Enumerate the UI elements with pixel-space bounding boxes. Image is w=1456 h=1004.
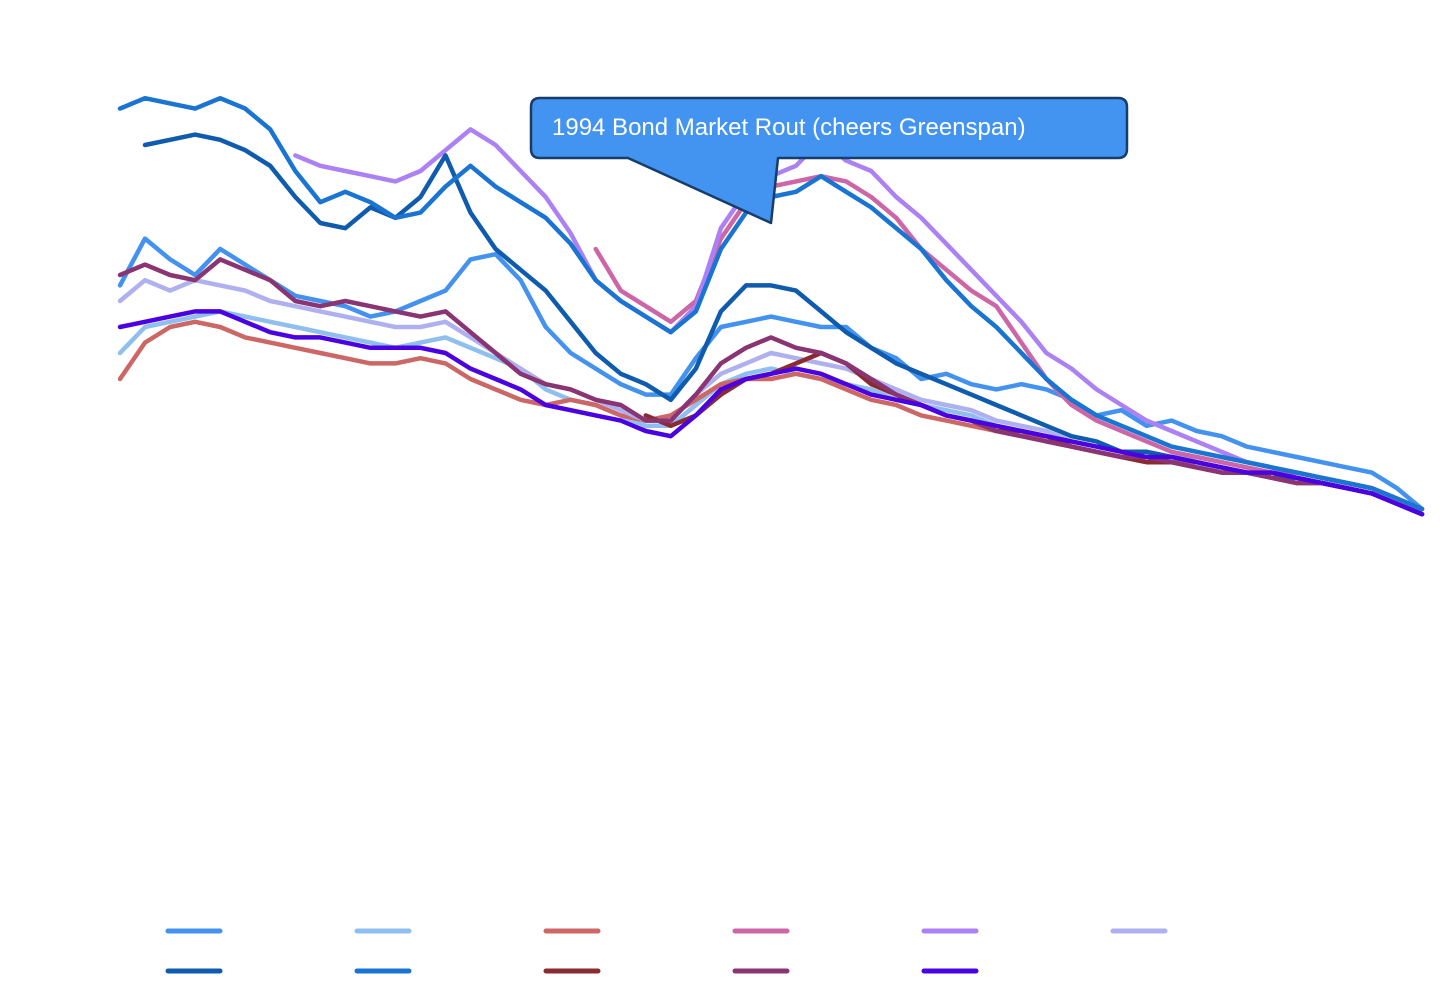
series-layer <box>117 95 1425 517</box>
annotation-text: 1994 Bond Market Rout (cheers Greenspan) <box>552 114 1026 141</box>
annotation-bubble <box>529 96 1129 225</box>
series-line-11 <box>117 309 1425 517</box>
series-line-4 <box>593 173 1425 512</box>
series-line-10 <box>117 257 1425 517</box>
annotation-callout: 1994 Bond Market Rout (cheers Greenspan) <box>529 96 1129 225</box>
legend <box>165 928 1168 974</box>
series-line-5 <box>293 127 1425 512</box>
